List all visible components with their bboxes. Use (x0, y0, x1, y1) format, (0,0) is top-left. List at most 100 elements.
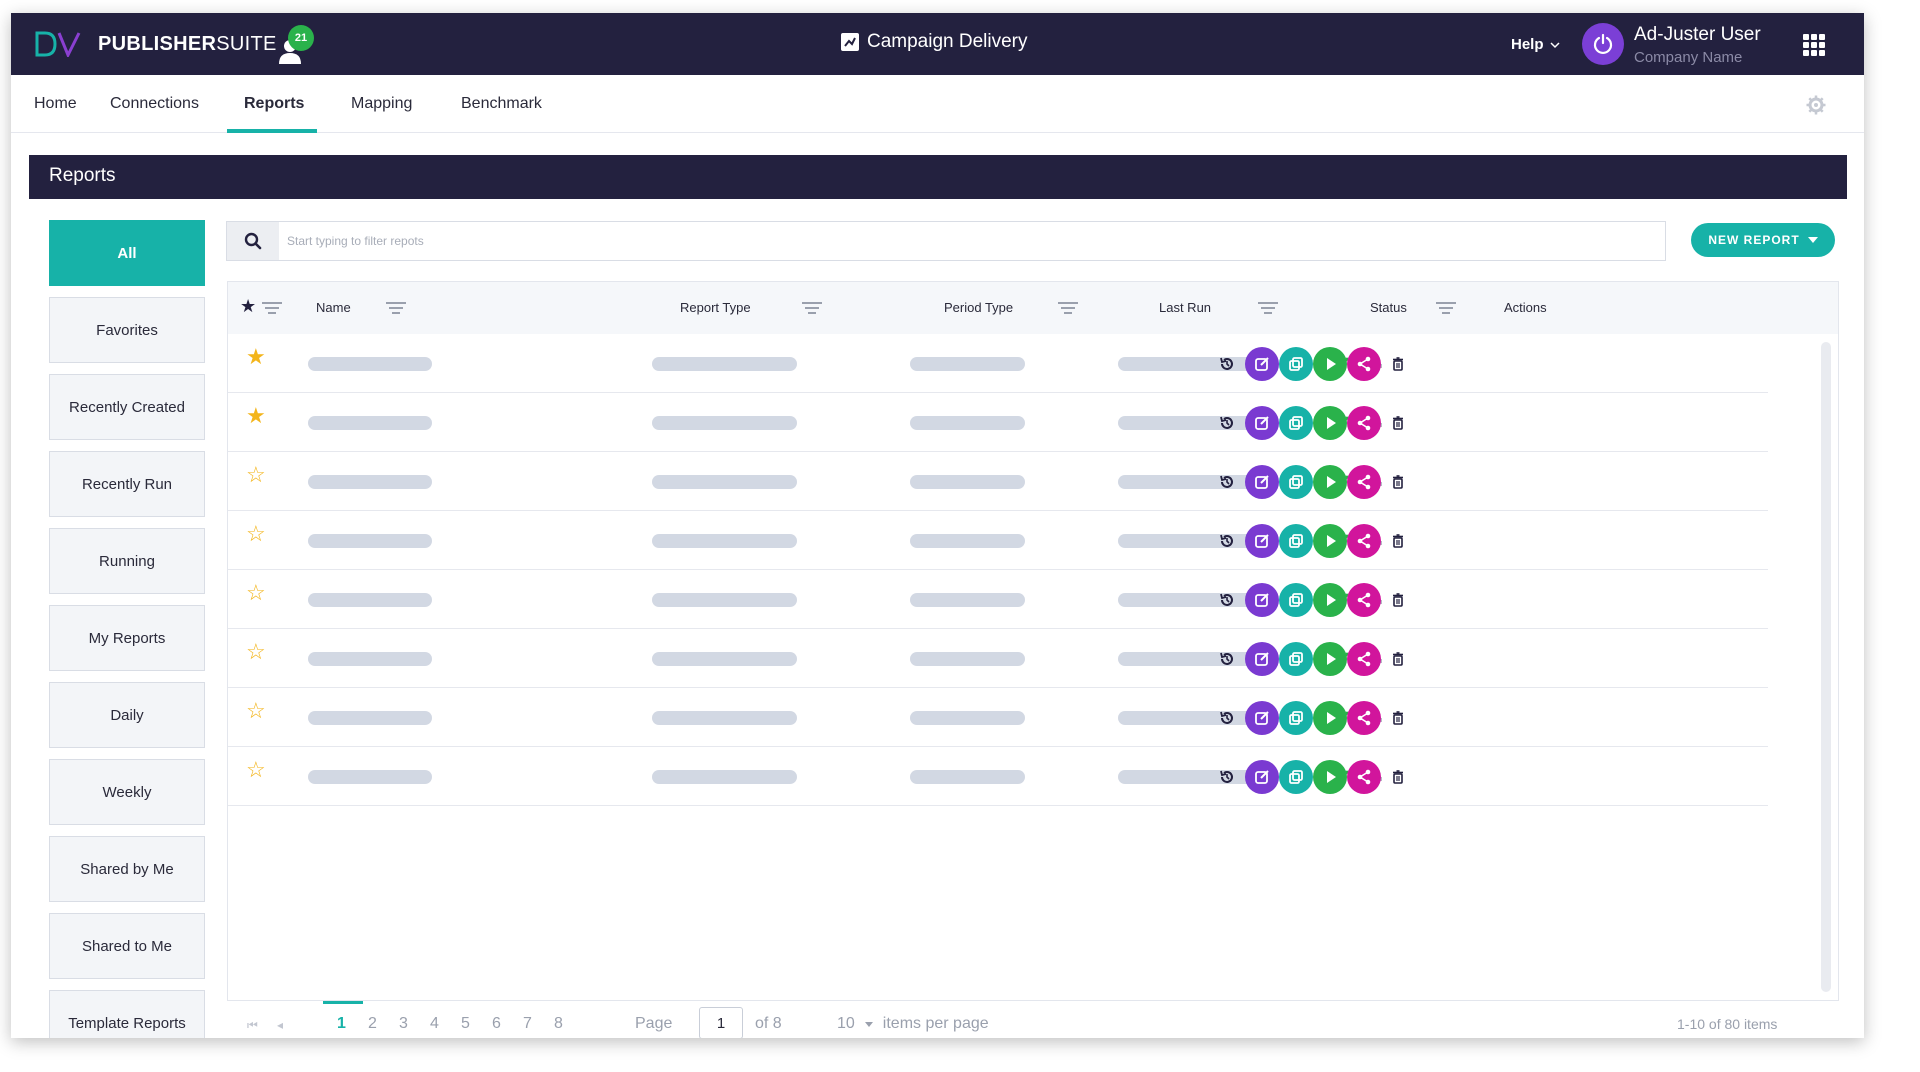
star-outline-icon[interactable]: ☆ (246, 521, 266, 546)
star-outline-icon[interactable]: ☆ (246, 639, 266, 664)
favorite-column-star-icon[interactable]: ★ (240, 296, 257, 316)
column-status[interactable]: Status (1370, 300, 1407, 315)
edit-icon[interactable] (1245, 760, 1279, 794)
star-filled-icon[interactable]: ★ (246, 344, 266, 369)
column-last-run[interactable]: Last Run (1159, 300, 1212, 315)
filter-weekly[interactable]: Weekly (49, 759, 205, 825)
dv-logo[interactable] (35, 31, 83, 57)
copy-icon[interactable] (1279, 347, 1313, 381)
page-size-select[interactable]: 10 items per page (837, 1015, 989, 1033)
run-icon[interactable] (1313, 347, 1347, 381)
page-link[interactable]: 2 (368, 1015, 377, 1032)
filter-my-reports[interactable]: My Reports (49, 605, 205, 671)
user-name[interactable]: Ad-Juster User (1634, 24, 1761, 45)
edit-icon[interactable] (1245, 347, 1279, 381)
star-outline-icon[interactable]: ☆ (246, 698, 266, 723)
filter-running[interactable]: Running (49, 528, 205, 594)
page-link[interactable]: 5 (461, 1015, 470, 1032)
delete-icon[interactable] (1381, 642, 1415, 676)
column-name[interactable]: Name (316, 300, 351, 315)
run-icon[interactable] (1313, 701, 1347, 735)
edit-icon[interactable] (1245, 465, 1279, 499)
filter-icon[interactable] (262, 302, 282, 316)
history-icon[interactable] (1210, 465, 1244, 499)
search-icon[interactable] (227, 222, 279, 260)
table-row[interactable]: ☆ (228, 511, 1768, 570)
page-link[interactable]: 7 (523, 1015, 532, 1032)
copy-icon[interactable] (1279, 465, 1313, 499)
share-icon[interactable] (1347, 760, 1381, 794)
history-icon[interactable] (1210, 406, 1244, 440)
delete-icon[interactable] (1381, 583, 1415, 617)
filter-all[interactable]: All (49, 220, 205, 286)
notification-badge[interactable]: 21 (288, 25, 314, 51)
run-icon[interactable] (1313, 583, 1347, 617)
filter-daily[interactable]: Daily (49, 682, 205, 748)
copy-icon[interactable] (1279, 760, 1313, 794)
edit-icon[interactable] (1245, 406, 1279, 440)
table-row[interactable]: ★ (228, 334, 1768, 393)
delete-icon[interactable] (1381, 760, 1415, 794)
search-input[interactable] (287, 231, 1647, 251)
share-icon[interactable] (1347, 347, 1381, 381)
history-icon[interactable] (1210, 701, 1244, 735)
page-link[interactable]: 3 (399, 1015, 408, 1032)
share-icon[interactable] (1347, 642, 1381, 676)
gear-icon[interactable] (1806, 95, 1826, 115)
table-row[interactable]: ☆ (228, 570, 1768, 629)
page-link[interactable]: 1 (337, 1015, 346, 1032)
filter-favorites[interactable]: Favorites (49, 297, 205, 363)
filter-recently-created[interactable]: Recently Created (49, 374, 205, 440)
help-menu[interactable]: Help (1511, 36, 1560, 53)
copy-icon[interactable] (1279, 406, 1313, 440)
delete-icon[interactable] (1381, 465, 1415, 499)
page-link[interactable]: 6 (492, 1015, 501, 1032)
table-row[interactable]: ★ (228, 393, 1768, 452)
column-report-type[interactable]: Report Type (680, 300, 751, 315)
history-icon[interactable] (1210, 524, 1244, 558)
filter-shared-to-me[interactable]: Shared to Me (49, 913, 205, 979)
delete-icon[interactable] (1381, 347, 1415, 381)
copy-icon[interactable] (1279, 583, 1313, 617)
star-outline-icon[interactable]: ☆ (246, 580, 266, 605)
run-icon[interactable] (1313, 465, 1347, 499)
star-outline-icon[interactable]: ☆ (246, 757, 266, 782)
tab-home[interactable]: Home (34, 95, 77, 112)
edit-icon[interactable] (1245, 701, 1279, 735)
tab-mapping[interactable]: Mapping (351, 95, 413, 112)
share-icon[interactable] (1347, 583, 1381, 617)
run-icon[interactable] (1313, 760, 1347, 794)
filter-shared-by-me[interactable]: Shared by Me (49, 836, 205, 902)
filter-icon[interactable] (802, 302, 822, 316)
apps-grid-icon[interactable] (1803, 34, 1825, 56)
column-period-type[interactable]: Period Type (944, 300, 1014, 315)
history-icon[interactable] (1210, 347, 1244, 381)
new-report-button[interactable]: NEW REPORT (1691, 223, 1835, 257)
filter-icon[interactable] (386, 302, 406, 316)
star-outline-icon[interactable]: ☆ (246, 462, 266, 487)
share-icon[interactable] (1347, 406, 1381, 440)
filter-icon[interactable] (1058, 302, 1078, 316)
delete-icon[interactable] (1381, 406, 1415, 440)
table-row[interactable]: ☆ (228, 688, 1768, 747)
history-icon[interactable] (1210, 760, 1244, 794)
edit-icon[interactable] (1245, 583, 1279, 617)
filter-recently-run[interactable]: Recently Run (49, 451, 205, 517)
copy-icon[interactable] (1279, 642, 1313, 676)
power-icon[interactable] (1582, 23, 1624, 65)
edit-icon[interactable] (1245, 642, 1279, 676)
page-link[interactable]: 4 (430, 1015, 439, 1032)
run-icon[interactable] (1313, 642, 1347, 676)
table-row[interactable]: ☆ (228, 747, 1768, 806)
first-page-icon[interactable]: ⏮ (247, 1018, 258, 1032)
copy-icon[interactable] (1279, 701, 1313, 735)
delete-icon[interactable] (1381, 524, 1415, 558)
page-number-input[interactable] (699, 1007, 743, 1038)
filter-template-reports[interactable]: Template Reports (49, 990, 205, 1038)
prev-page-icon[interactable]: ◂ (277, 1018, 284, 1032)
history-icon[interactable] (1210, 642, 1244, 676)
table-row[interactable]: ☆ (228, 452, 1768, 511)
share-icon[interactable] (1347, 465, 1381, 499)
run-icon[interactable] (1313, 406, 1347, 440)
copy-icon[interactable] (1279, 524, 1313, 558)
